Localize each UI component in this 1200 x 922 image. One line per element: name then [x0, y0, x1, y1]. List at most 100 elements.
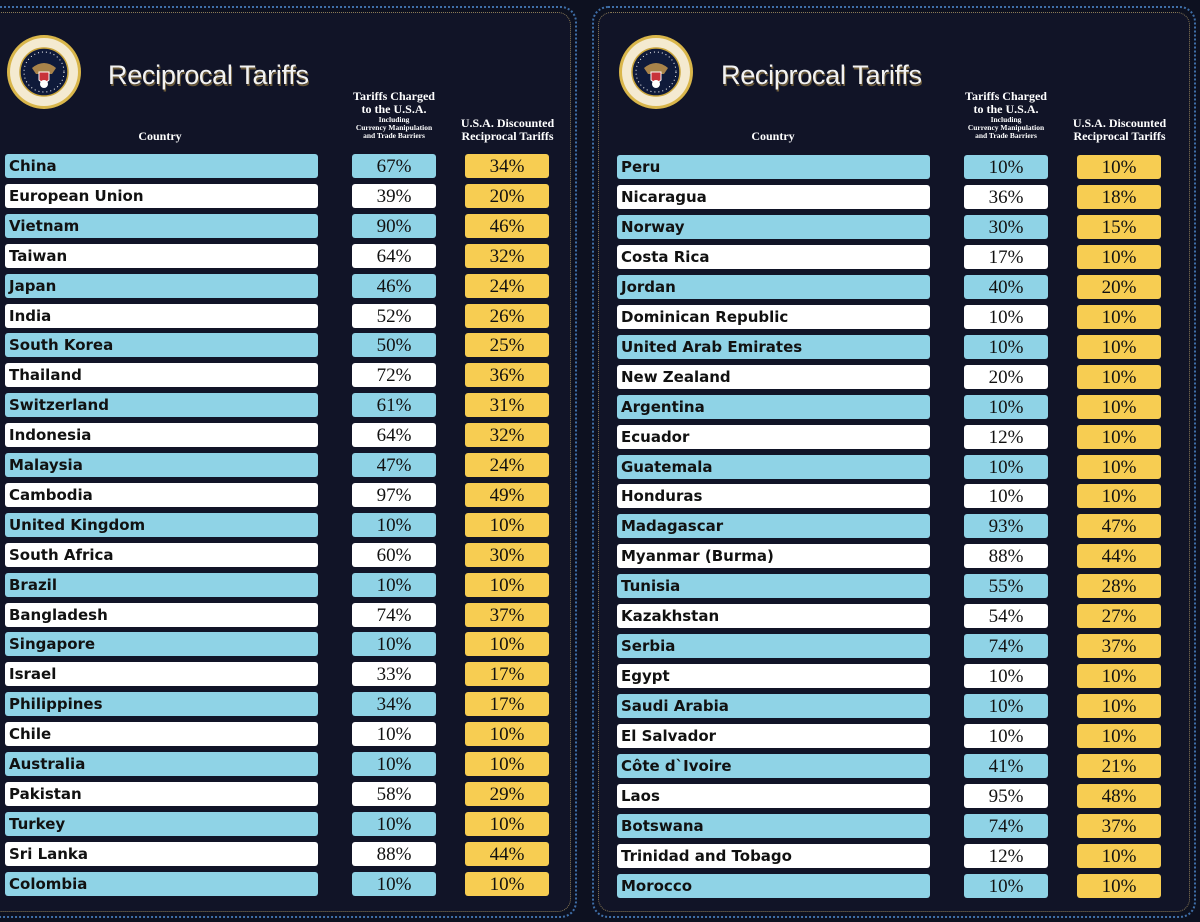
header-subline: Currency Manipulation: [355, 123, 433, 132]
tariff-charged-cell: 90%: [352, 213, 436, 238]
page-title: Reciprocal Tariffs: [108, 60, 309, 90]
header-line: U.S.A. Discounted: [460, 116, 555, 130]
header-line: Reciprocal Tariffs: [461, 129, 554, 143]
header-line: to the U.S.A.: [973, 102, 1039, 116]
country-cell: Israel: [5, 662, 318, 687]
tariff-charged-cell: 72%: [352, 363, 436, 388]
tariff-charged-cell: 58%: [352, 781, 436, 806]
reciprocal-tariff-cell: 26%: [465, 303, 549, 328]
tariffs-charged-column-header: Tariffs Charged to the U.S.A. Including …: [952, 90, 1060, 140]
reciprocal-tariff-cell: 10%: [1077, 454, 1161, 479]
reciprocal-tariff-cell: 10%: [465, 811, 549, 836]
country-cell: Turkey: [5, 811, 318, 836]
reciprocal-tariff-cell: 10%: [465, 871, 549, 896]
tariff-charged-cell: 95%: [964, 783, 1048, 808]
country-cell: Tunisia: [617, 574, 930, 599]
header-subline: Including: [990, 115, 1022, 124]
reciprocal-tariff-cell: 24%: [465, 453, 549, 477]
reciprocal-tariff-cell: 10%: [1077, 843, 1161, 868]
country-cell: Botswana: [617, 813, 930, 838]
country-cell: Laos: [617, 783, 930, 808]
reciprocal-tariff-cell: 36%: [465, 363, 549, 388]
country-cell: Myanmar (Burma): [617, 544, 930, 569]
country-cell: Costa Rica: [617, 244, 930, 269]
country-cell: El Salvador: [617, 724, 930, 749]
page-title: Reciprocal Tariffs: [721, 60, 922, 90]
tariff-charged-cell: 61%: [352, 393, 436, 418]
reciprocal-tariff-cell: 32%: [465, 243, 549, 268]
tariff-charged-cell: 64%: [352, 243, 436, 268]
country-cell: United Arab Emirates: [617, 334, 930, 359]
reciprocal-tariff-cell: 10%: [1077, 873, 1161, 898]
header-subline: Currency Manipulation: [967, 123, 1045, 132]
tariff-charged-cell: 10%: [964, 484, 1048, 509]
country-cell: Taiwan: [5, 243, 318, 268]
header-line: Tariffs Charged: [353, 89, 435, 103]
tariff-charged-cell: 20%: [964, 364, 1048, 389]
header-subline: and Trade Barriers: [975, 131, 1037, 140]
tariff-charged-cell: 54%: [964, 604, 1048, 629]
tariff-charged-cell: 93%: [964, 514, 1048, 539]
tariff-charged-cell: 10%: [352, 722, 436, 747]
tariff-charged-cell: 10%: [352, 512, 436, 537]
country-cell: Argentina: [617, 394, 930, 419]
reciprocal-tariff-cell: 37%: [1077, 634, 1161, 659]
country-cell: New Zealand: [617, 364, 930, 389]
tariff-charged-cell: 30%: [964, 214, 1048, 239]
tariff-charged-cell: 10%: [964, 394, 1048, 419]
tariff-charged-cell: 55%: [964, 574, 1048, 599]
header-subline: and Trade Barriers: [363, 131, 425, 140]
country-cell: Guatemala: [617, 454, 930, 479]
reciprocal-tariff-cell: 10%: [1077, 424, 1161, 449]
reciprocal-tariff-cell: 10%: [465, 512, 549, 537]
reciprocal-tariff-cell: 44%: [465, 841, 549, 866]
country-cell: Madagascar: [617, 514, 930, 539]
tariff-charged-cell: 60%: [352, 542, 436, 567]
tariff-charged-cell: 74%: [964, 813, 1048, 838]
tariff-charged-cell: 39%: [352, 183, 436, 208]
country-cell: Australia: [5, 752, 318, 776]
reciprocal-tariff-cell: 10%: [465, 632, 549, 657]
reciprocal-tariff-cell: 27%: [1077, 604, 1161, 629]
tariff-charged-cell: 10%: [352, 572, 436, 597]
reciprocal-tariff-cell: 25%: [465, 333, 549, 358]
country-cell: Sri Lanka: [5, 841, 318, 866]
country-cell: India: [5, 303, 318, 328]
tariff-charged-cell: 33%: [352, 662, 436, 687]
presidential-seal-icon: [7, 35, 81, 109]
country-cell: Jordan: [617, 274, 930, 299]
reciprocal-tariff-cell: 10%: [465, 752, 549, 776]
tariff-charged-cell: 10%: [964, 155, 1048, 179]
tariff-charged-cell: 46%: [352, 273, 436, 298]
header-line: to the U.S.A.: [361, 102, 427, 116]
reciprocal-tariff-cell: 10%: [1077, 484, 1161, 509]
tariff-charged-cell: 10%: [964, 334, 1048, 359]
country-cell: Morocco: [617, 873, 930, 898]
country-cell: Kazakhstan: [617, 604, 930, 629]
tariff-charged-cell: 47%: [352, 453, 436, 477]
country-cell: Malaysia: [5, 453, 318, 477]
tariff-charged-cell: 64%: [352, 423, 436, 448]
reciprocal-tariff-cell: 48%: [1077, 783, 1161, 808]
reciprocal-tariff-cell: 37%: [465, 602, 549, 627]
reciprocal-tariff-cell: 21%: [1077, 754, 1161, 778]
header-line: U.S.A. Discounted: [1072, 116, 1167, 130]
tariff-charged-cell: 10%: [352, 811, 436, 836]
tariff-charged-cell: 10%: [352, 632, 436, 657]
reciprocal-tariff-cell: 44%: [1077, 544, 1161, 569]
tariff-charged-cell: 50%: [352, 333, 436, 358]
country-cell: Ecuador: [617, 424, 930, 449]
country-cell: Brazil: [5, 572, 318, 597]
reciprocal-tariff-cell: 10%: [1077, 244, 1161, 269]
tariff-charged-cell: 41%: [964, 754, 1048, 778]
country-cell: Switzerland: [5, 393, 318, 418]
reciprocal-tariff-cell: 17%: [465, 662, 549, 687]
presidential-seal-icon: [619, 35, 693, 109]
tariff-charged-cell: 40%: [964, 274, 1048, 299]
reciprocal-tariff-cell: 30%: [465, 542, 549, 567]
country-cell: United Kingdom: [5, 512, 318, 537]
tariff-charged-cell: 10%: [964, 304, 1048, 329]
country-cell: China: [5, 154, 318, 178]
tariff-charged-cell: 88%: [964, 544, 1048, 569]
country-column-header: Country: [751, 129, 795, 143]
